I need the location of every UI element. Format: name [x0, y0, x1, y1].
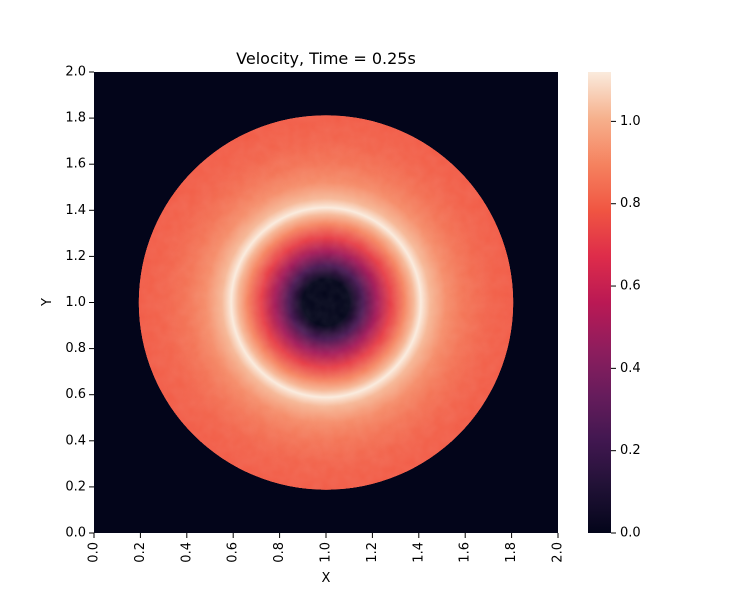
x-tick-label: 1.8: [504, 542, 519, 563]
x-axis-title: X: [322, 571, 331, 586]
y-tick-label: 0.8: [65, 341, 86, 356]
colorbar-gradient: [588, 72, 611, 533]
x-tick-label: 0.0: [87, 542, 102, 563]
x-tick-label: 1.0: [319, 542, 334, 563]
y-tick-label: 0.0: [65, 526, 86, 541]
colorbar-tick-label: 1.0: [620, 114, 641, 129]
y-axis-title: Y: [40, 298, 55, 307]
y-tick-label: 1.6: [65, 157, 86, 172]
x-tick-label: 2.0: [551, 542, 566, 563]
y-tick-label: 0.2: [65, 479, 86, 494]
y-tick-label: 2.0: [65, 65, 86, 80]
velocity-field-texture: [138, 115, 514, 490]
x-tick-label: 0.4: [179, 542, 194, 563]
x-tick-label: 0.6: [226, 542, 241, 563]
colorbar: 0.0 0.2 0.4 0.6 0.8 1.0: [588, 72, 641, 541]
y-tick-label: 1.8: [65, 111, 86, 126]
x-tick-label: 0.8: [272, 542, 287, 563]
x-tick-label: 1.6: [458, 542, 473, 563]
y-tick-label: 0.4: [65, 433, 86, 448]
colorbar-tick-label: 0.8: [620, 196, 641, 211]
colorbar-tick-label: 0.2: [620, 443, 641, 458]
x-tick-label: 0.2: [133, 542, 148, 563]
colorbar-tick-label: 0.6: [620, 279, 641, 294]
x-tick-label: 1.4: [411, 542, 426, 563]
x-tick-label: 1.2: [365, 542, 380, 563]
y-tick-label: 0.6: [65, 387, 86, 402]
y-tick-label: 1.0: [65, 295, 86, 310]
colorbar-tick-label: 0.4: [620, 361, 641, 376]
y-tick-label: 1.4: [65, 203, 86, 218]
colorbar-tick-label: 0.0: [620, 526, 641, 541]
heatmap-field: [138, 115, 514, 490]
y-tick-label: 1.2: [65, 249, 86, 264]
y-axis: 0.0 0.2 0.4 0.6 0.8 1.0 1.2 1.4 1.6 1.8 2.0: [65, 65, 94, 541]
chart-title: Velocity, Time = 0.25s: [236, 49, 416, 68]
x-axis: 0.0 0.2 0.4 0.6 0.8 1.0 1.2 1.4 1.6 1.8 2.0: [87, 533, 566, 563]
colorbar-ticks: 0.0 0.2 0.4 0.6 0.8 1.0: [611, 114, 641, 541]
